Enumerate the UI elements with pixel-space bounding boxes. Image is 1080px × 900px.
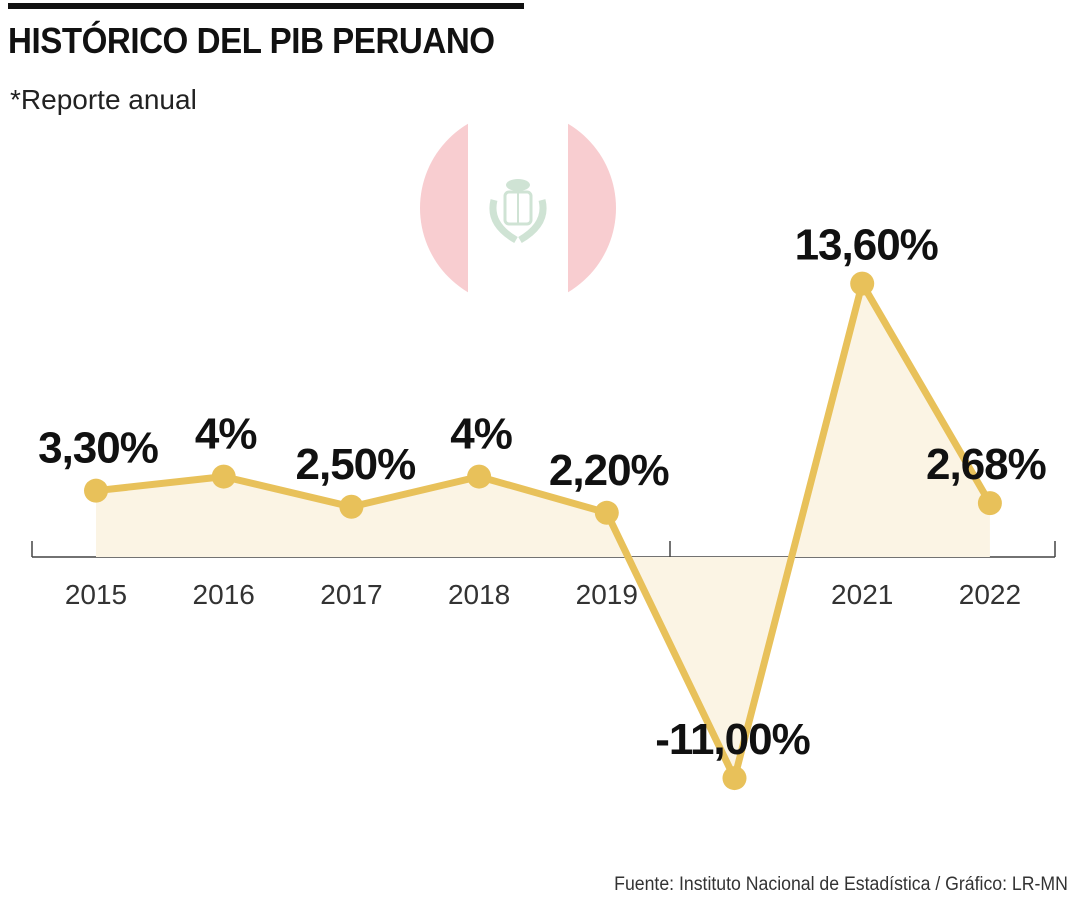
value-label-2020: -11,00% (655, 715, 809, 764)
series-line (92, 280, 994, 782)
x-tick-label-2017: 2017 (320, 579, 382, 610)
flag-red-left (420, 110, 468, 306)
data-point-2018 (467, 464, 492, 489)
source-note: Fuente: Instituto Nacional de Estadístic… (614, 874, 1068, 895)
data-point-2021 (850, 271, 875, 296)
x-tick-label-2021: 2021 (831, 579, 893, 610)
x-tick-label-2019: 2019 (576, 579, 638, 610)
data-point-2019 (594, 500, 619, 525)
value-label-2016: 4% (195, 410, 257, 459)
x-tick-label-2015: 2015 (65, 579, 127, 610)
value-label-2015: 3,30% (38, 424, 158, 473)
x-tick-label-2022: 2022 (959, 579, 1021, 610)
data-point-2017 (339, 494, 364, 519)
chart-title: HISTÓRICO DEL PIB PERUANO (8, 20, 495, 61)
x-tick-label-2018: 2018 (448, 579, 510, 610)
area-fill (96, 283, 990, 779)
value-label-2019: 2,20% (549, 446, 669, 495)
x-axis: 20152016201720182019202020212022 (31, 541, 1056, 610)
value-label-2017: 2,50% (296, 440, 416, 489)
x-tick-label-2016: 2016 (193, 579, 255, 610)
data-point-2015 (84, 478, 108, 503)
chart-subtitle: *Reporte anual (10, 84, 197, 115)
data-point-2022 (977, 491, 1002, 516)
coat-of-arms-icon (489, 179, 547, 244)
value-label-2022: 2,68% (926, 440, 1046, 489)
plot-area: 3,30% 4% 2,50% 4% 2,20% -11,00% 13,60% 2,68% (38, 221, 1047, 791)
value-label-2021: 13,60% (795, 221, 938, 270)
flag-red-right (568, 110, 616, 306)
peru-flag-icon (420, 110, 616, 306)
data-point-2020 (722, 766, 747, 791)
data-point-2016 (211, 464, 236, 489)
top-rule (8, 3, 524, 9)
value-label-2018: 4% (450, 410, 512, 459)
